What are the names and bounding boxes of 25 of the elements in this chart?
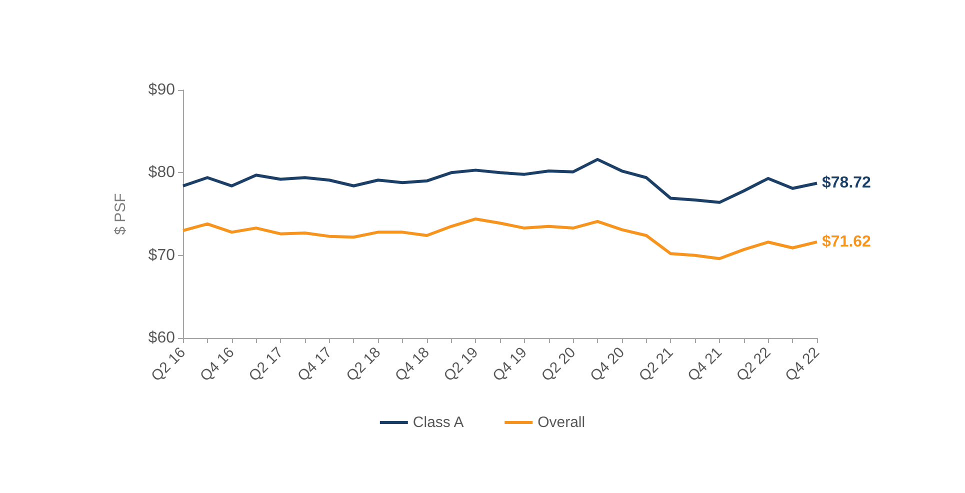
y-tick-label: $70 bbox=[148, 246, 176, 264]
x-tick-label: Q2 22 bbox=[733, 344, 774, 385]
y-tick-label: $60 bbox=[148, 330, 176, 346]
x-tick-label: Q2 19 bbox=[440, 344, 482, 385]
y-axis-title: $ PSF bbox=[112, 193, 129, 235]
data-label: $71.62 bbox=[822, 233, 872, 250]
legend-label: Class A bbox=[412, 414, 464, 431]
x-tick-label: Q2 16 bbox=[148, 344, 190, 385]
data-label: $78.72 bbox=[822, 174, 872, 192]
legend-label: Overall bbox=[538, 414, 586, 431]
x-tick-label: Q2 21 bbox=[636, 344, 677, 385]
x-tick-label: Q4 21 bbox=[684, 344, 726, 385]
x-tick-label: Q4 18 bbox=[392, 344, 433, 385]
x-tick-label: Q4 17 bbox=[294, 344, 336, 385]
x-tick-label: Q4 16 bbox=[196, 344, 238, 385]
x-tick-label: Q4 19 bbox=[490, 344, 530, 385]
y-tick-label: $90 bbox=[148, 82, 176, 98]
x-tick-label: Q4 20 bbox=[587, 344, 628, 385]
line-series bbox=[182, 158, 818, 204]
x-tick-label: Q4 22 bbox=[782, 344, 824, 385]
x-tick-label: Q2 17 bbox=[246, 344, 287, 385]
x-tick-label: Q2 18 bbox=[343, 344, 384, 385]
line-series bbox=[182, 217, 818, 260]
x-tick-label: Q2 20 bbox=[538, 344, 580, 385]
y-tick-label: $80 bbox=[148, 164, 176, 182]
